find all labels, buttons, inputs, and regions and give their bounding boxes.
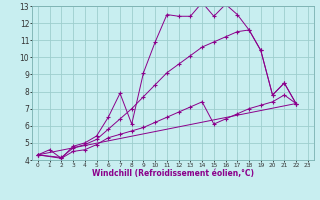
X-axis label: Windchill (Refroidissement éolien,°C): Windchill (Refroidissement éolien,°C): [92, 169, 254, 178]
